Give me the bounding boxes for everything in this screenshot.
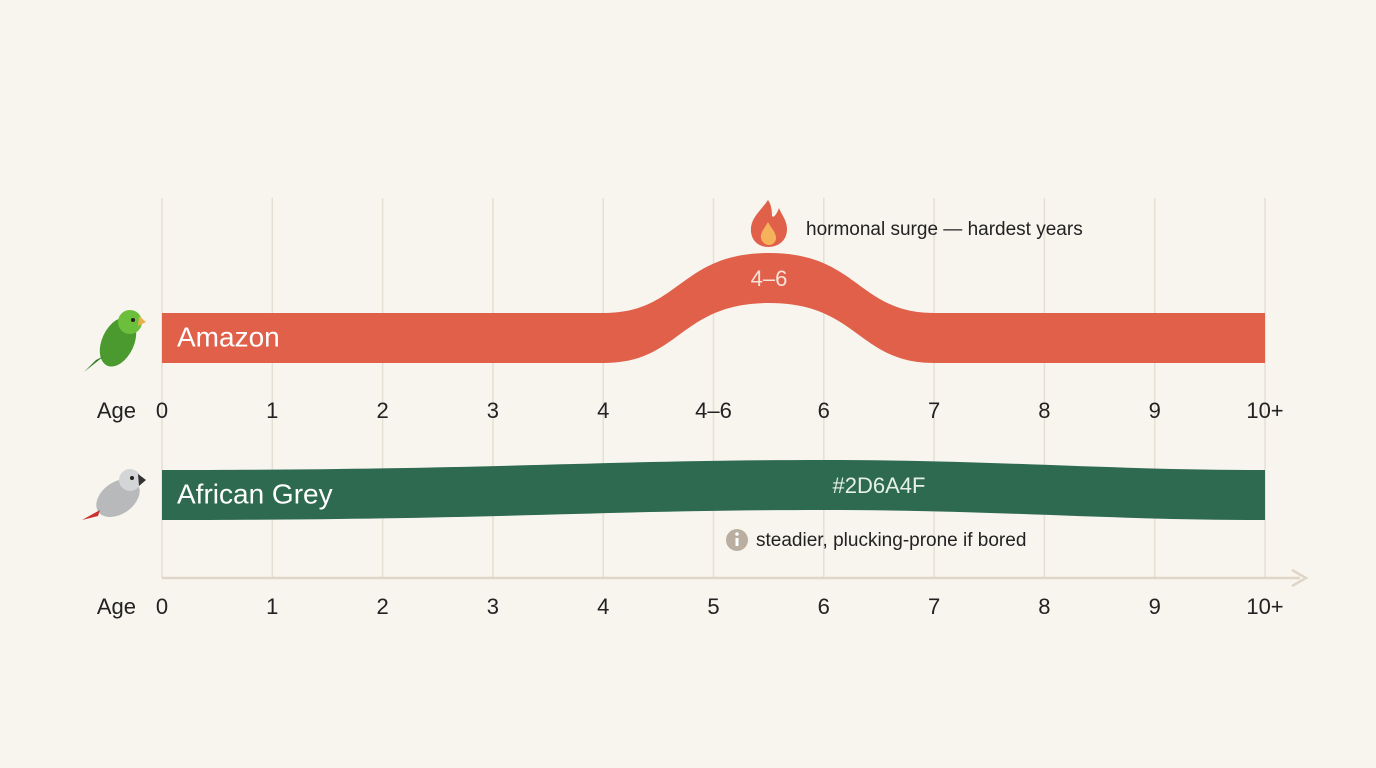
amazon-band — [162, 253, 1265, 363]
row-label: Amazon — [177, 321, 280, 352]
axis-label: 9 — [1149, 594, 1161, 619]
axis-label: 4–6 — [695, 398, 732, 423]
axis-label: 0 — [156, 594, 168, 619]
axis-title: Age — [97, 398, 136, 423]
info-icon-bar — [735, 538, 739, 546]
axis-label: 9 — [1149, 398, 1161, 423]
axis-label: 6 — [818, 594, 830, 619]
info-icon-dot — [735, 532, 739, 536]
annotation: steadier, plucking-prone if bored — [756, 530, 1026, 551]
axis-label: 4 — [597, 594, 609, 619]
grey-band — [162, 460, 1265, 520]
band-label: #2D6A4F — [833, 473, 926, 498]
axis-label: 3 — [487, 594, 499, 619]
axis-label: 2 — [376, 594, 388, 619]
axis-arrow — [1291, 568, 1309, 588]
fire-core — [760, 222, 776, 245]
axis-label: 7 — [928, 398, 940, 423]
african-grey-icon — [82, 469, 146, 520]
axis-label: 5 — [707, 594, 719, 619]
axis-label: 3 — [487, 398, 499, 423]
axis-label: 8 — [1038, 594, 1050, 619]
annotation: hormonal surge — hardest years — [806, 219, 1083, 240]
axis-label: 1 — [266, 594, 278, 619]
axis-label: 2 — [376, 398, 388, 423]
axis-label: 1 — [266, 398, 278, 423]
band-label: 4–6 — [751, 266, 788, 291]
row-label: African Grey — [177, 478, 333, 509]
axis-label: 6 — [818, 398, 830, 423]
axis-label: 0 — [156, 398, 168, 423]
axis-label: 8 — [1038, 398, 1050, 423]
axis-label: 10+ — [1246, 594, 1283, 619]
axis-title: Age — [97, 594, 136, 619]
fire-icon — [750, 200, 787, 247]
amazon-parrot-icon — [84, 310, 146, 372]
axis-label: 10+ — [1246, 398, 1283, 423]
axis-label: 7 — [928, 594, 940, 619]
axis-labels: Age 0 1 2 3 4 4–6 6 7 8 9 10+ Age 0 1 2 3 4 5 6 7 8 9 10+ — [97, 398, 1284, 619]
axis-label: 4 — [597, 398, 609, 423]
